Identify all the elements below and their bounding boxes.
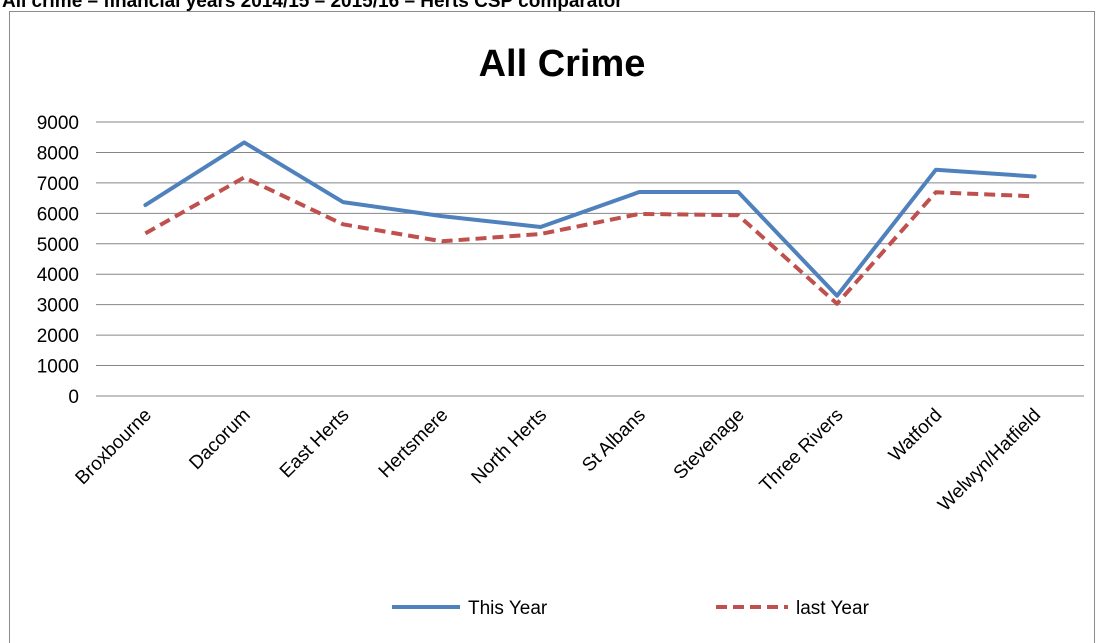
series-line-2 bbox=[144, 175, 1035, 306]
data-point bbox=[835, 294, 839, 298]
series-line-1 bbox=[143, 140, 1037, 298]
legend-label: last Year bbox=[796, 598, 870, 619]
x-tick-label: North Herts bbox=[468, 405, 552, 489]
x-tick-label: East Herts bbox=[276, 405, 354, 483]
y-tick-label: 4000 bbox=[37, 265, 79, 286]
y-tick-label: 5000 bbox=[37, 235, 79, 256]
x-tick-label: St Albans bbox=[578, 405, 650, 477]
chart-title: All Crime bbox=[479, 43, 646, 85]
data-point bbox=[242, 175, 246, 179]
data-point bbox=[242, 140, 246, 144]
data-point bbox=[440, 214, 444, 218]
data-point bbox=[539, 232, 543, 236]
data-point bbox=[1033, 194, 1037, 198]
y-tick-label: 9000 bbox=[37, 113, 79, 134]
y-tick-label: 7000 bbox=[37, 174, 79, 195]
data-point bbox=[637, 212, 641, 216]
data-point bbox=[539, 225, 543, 229]
data-point bbox=[341, 222, 345, 226]
data-point bbox=[835, 302, 839, 306]
data-point bbox=[341, 200, 345, 204]
x-axis-ticks: Broxbourne Dacorum East Herts Hertsmere Nort… bbox=[72, 405, 1046, 516]
x-tick-label: Hertsmere bbox=[375, 405, 453, 483]
x-tick-label: Broxbourne bbox=[72, 405, 156, 489]
data-point bbox=[1033, 174, 1037, 178]
x-tick-label: Dacorum bbox=[185, 405, 254, 474]
chart-caption: All crime – financial years 2014/15 – 20… bbox=[2, 0, 623, 12]
x-tick-label: Watford bbox=[885, 405, 946, 466]
data-point bbox=[637, 190, 641, 194]
data-point bbox=[934, 168, 938, 172]
data-point bbox=[736, 213, 740, 217]
legend-label: This Year bbox=[468, 598, 548, 619]
data-point bbox=[440, 239, 444, 243]
data-point bbox=[143, 203, 147, 207]
legend: This Year last Year bbox=[392, 598, 870, 619]
chart-frame bbox=[9, 11, 1095, 643]
y-tick-label: 3000 bbox=[37, 296, 79, 317]
x-tick-label: Stevenage bbox=[670, 405, 749, 484]
data-point bbox=[736, 190, 740, 194]
x-tick-label: Welwyn/Hatfield bbox=[934, 405, 1045, 516]
legend-entry: This Year bbox=[392, 598, 548, 619]
x-tick-label: Three Rivers bbox=[756, 405, 848, 497]
y-axis-ticks: 0 1000 2000 3000 4000 5000 6000 7000 8000 9000 bbox=[37, 113, 79, 408]
y-tick-label: 2000 bbox=[37, 326, 79, 347]
y-tick-label: 8000 bbox=[37, 143, 79, 164]
series-lines bbox=[143, 140, 1037, 306]
y-tick-label: 1000 bbox=[37, 357, 79, 378]
data-point bbox=[143, 231, 147, 235]
grid-lines bbox=[96, 121, 1084, 397]
data-point bbox=[934, 190, 938, 194]
legend-entry: last Year bbox=[716, 598, 870, 619]
y-tick-label: 0 bbox=[68, 387, 79, 408]
y-tick-label: 6000 bbox=[37, 204, 79, 225]
